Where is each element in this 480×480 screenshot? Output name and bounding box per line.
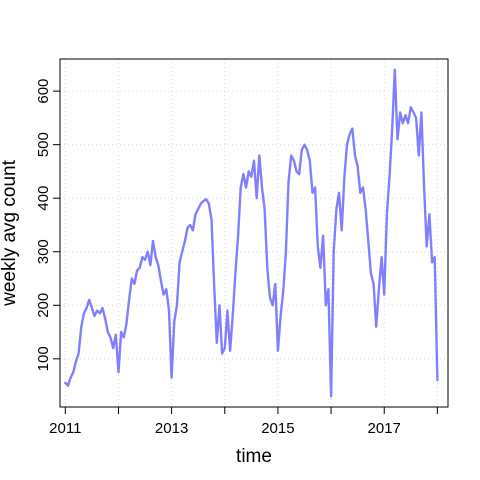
x-tick-label: 2011 bbox=[49, 420, 81, 437]
series-line-weekly-avg-count bbox=[64, 68, 439, 398]
y-tick-label: 500 bbox=[35, 132, 52, 157]
x-tick-label: 2015 bbox=[261, 420, 294, 437]
y-tick-label: 600 bbox=[35, 79, 52, 104]
y-tick-label: 100 bbox=[35, 346, 52, 371]
y-tick-label: 300 bbox=[35, 239, 52, 264]
y-axis-title: weekly avg count bbox=[0, 159, 20, 306]
x-axis-title: time bbox=[236, 446, 272, 467]
x-axis: 2011 2013 2015 2017 bbox=[49, 406, 438, 437]
y-axis: 100 200 300 400 500 600 bbox=[35, 79, 61, 371]
grid-lines bbox=[60, 59, 448, 407]
y-tick-label: 200 bbox=[35, 293, 52, 318]
x-tick-label: 2017 bbox=[368, 420, 401, 437]
x-tick-label: 2013 bbox=[155, 420, 188, 437]
y-tick-label: 400 bbox=[35, 186, 52, 211]
